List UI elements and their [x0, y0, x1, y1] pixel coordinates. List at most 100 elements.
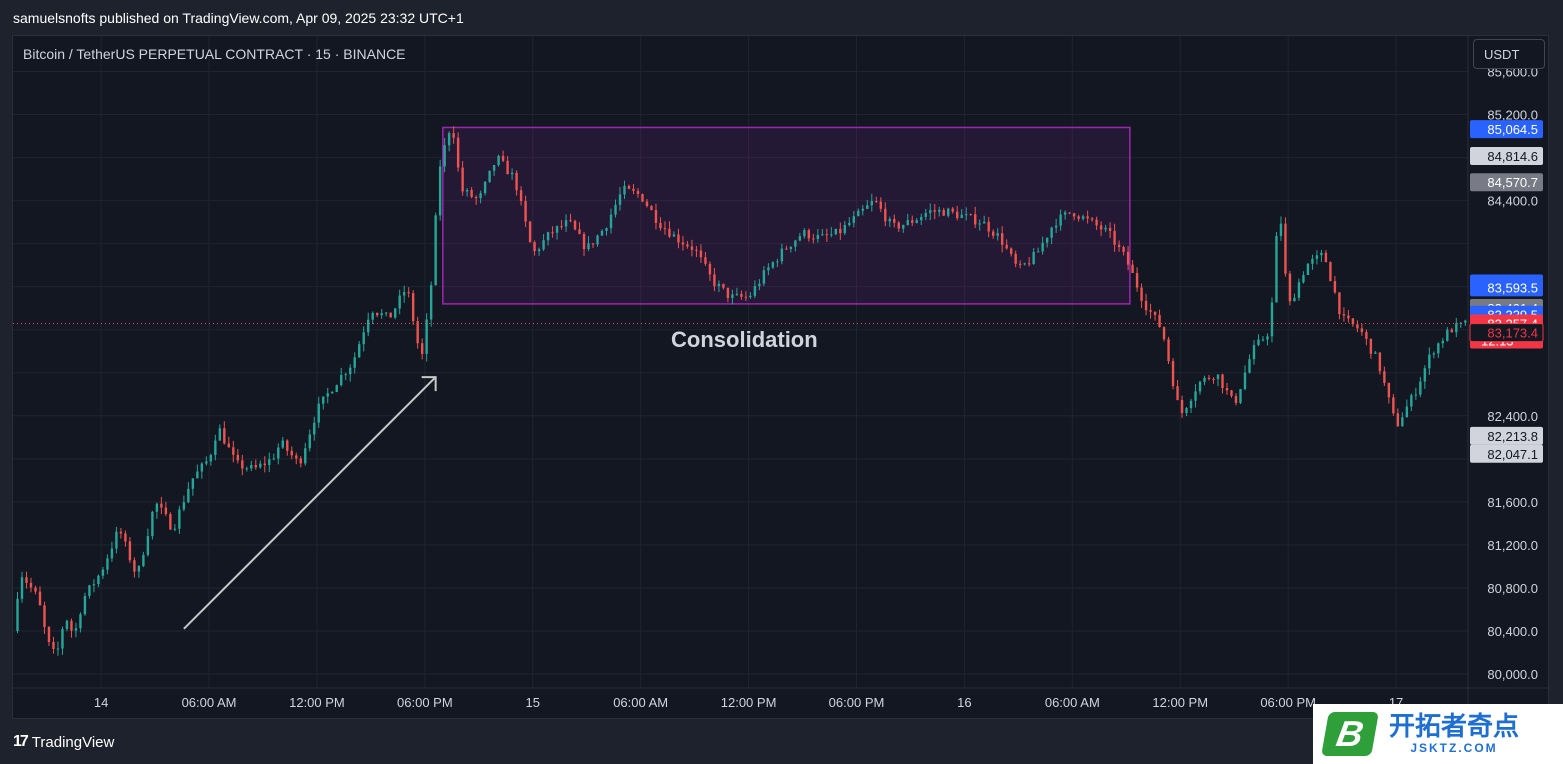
- candle-body: [483, 181, 487, 194]
- candle-body: [1410, 395, 1413, 407]
- candle: [614, 199, 617, 218]
- candle-body: [1428, 354, 1431, 369]
- candle-body: [1009, 248, 1013, 254]
- candle: [681, 236, 685, 251]
- candle: [1257, 334, 1260, 347]
- candle: [596, 234, 599, 247]
- candle: [452, 126, 455, 144]
- consolidation-label: Consolidation: [671, 327, 818, 352]
- price-label-box: [1470, 278, 1543, 297]
- candle-body: [456, 137, 460, 168]
- candle-body: [331, 392, 334, 394]
- candle: [1315, 250, 1319, 265]
- candle-body: [1266, 336, 1269, 340]
- candle-body: [663, 228, 667, 230]
- candle: [420, 338, 424, 360]
- candle: [884, 202, 887, 227]
- candle-body: [839, 228, 842, 234]
- candle-body: [1230, 390, 1233, 396]
- candle-body: [281, 440, 284, 448]
- candle-body: [789, 246, 793, 249]
- candle: [29, 577, 33, 593]
- candle-body: [272, 458, 275, 460]
- candle-body: [367, 319, 370, 333]
- candle: [537, 247, 541, 256]
- candle-body: [1185, 408, 1188, 414]
- candle: [447, 131, 451, 152]
- candle: [241, 454, 244, 476]
- candle-body: [164, 507, 168, 515]
- candle-body: [124, 533, 127, 542]
- candle: [717, 280, 721, 293]
- candle-body: [1369, 338, 1373, 354]
- candle-body: [1207, 377, 1211, 379]
- candle-body: [1284, 223, 1287, 274]
- candle-body: [681, 242, 685, 245]
- candle-body: [465, 190, 469, 192]
- candle: [1261, 336, 1265, 342]
- candle-body: [241, 460, 244, 469]
- candle: [1117, 240, 1121, 252]
- candle: [349, 364, 352, 382]
- candle-body: [627, 185, 631, 189]
- candle-body: [947, 208, 950, 216]
- candle-body: [344, 374, 347, 376]
- y-tick-label: 84,400.0: [1487, 194, 1538, 209]
- candle: [690, 239, 694, 257]
- price-label: 83,593.5: [1470, 278, 1543, 297]
- candle: [402, 285, 406, 303]
- symbol-title[interactable]: Bitcoin / TetherUS PERPETUAL CONTRACT · …: [23, 46, 406, 62]
- candle: [501, 150, 505, 163]
- candle-body: [659, 222, 662, 229]
- candle: [942, 207, 945, 216]
- candle-body: [65, 620, 69, 629]
- candle: [70, 618, 73, 638]
- candle: [1320, 249, 1323, 263]
- candle: [753, 280, 757, 299]
- candle: [1216, 374, 1220, 387]
- candle: [1176, 379, 1179, 401]
- candle-body: [429, 285, 433, 320]
- candle: [1153, 311, 1157, 321]
- candle: [830, 226, 833, 238]
- candle-body: [825, 234, 829, 236]
- candle: [1099, 221, 1103, 237]
- candle: [794, 239, 797, 252]
- candle: [1023, 262, 1026, 266]
- candle: [726, 287, 730, 303]
- candle: [362, 326, 365, 352]
- candle: [1135, 267, 1139, 292]
- price-label-text: 83,173.4: [1487, 326, 1538, 341]
- candle: [641, 193, 644, 203]
- candle: [929, 203, 932, 221]
- candle: [218, 424, 222, 441]
- candle-body: [268, 459, 271, 465]
- candle-body: [1419, 381, 1422, 395]
- candle-body: [1045, 237, 1049, 243]
- candle: [191, 478, 195, 496]
- candle-body: [47, 627, 51, 642]
- candle-body: [713, 274, 716, 287]
- candle-body: [115, 531, 118, 549]
- candle: [825, 228, 829, 242]
- currency-selector[interactable]: USDT: [1473, 39, 1545, 69]
- candle-body: [474, 196, 478, 199]
- candle-body: [911, 220, 914, 223]
- candle-body: [335, 385, 338, 393]
- candle: [528, 220, 532, 243]
- tradingview-brand[interactable]: 17 TradingView: [13, 733, 114, 751]
- candle-body: [636, 190, 640, 194]
- candle: [393, 307, 397, 320]
- x-tick-label: 15: [526, 695, 540, 710]
- candle-body: [1243, 372, 1247, 390]
- candle-body: [1099, 225, 1103, 230]
- candle-body: [1464, 320, 1467, 323]
- candle: [920, 213, 923, 225]
- candle-body: [1068, 212, 1071, 214]
- candle-body: [996, 233, 999, 236]
- candle: [1036, 247, 1040, 253]
- candle-body: [991, 231, 995, 236]
- candle: [915, 217, 918, 224]
- candle: [38, 586, 42, 606]
